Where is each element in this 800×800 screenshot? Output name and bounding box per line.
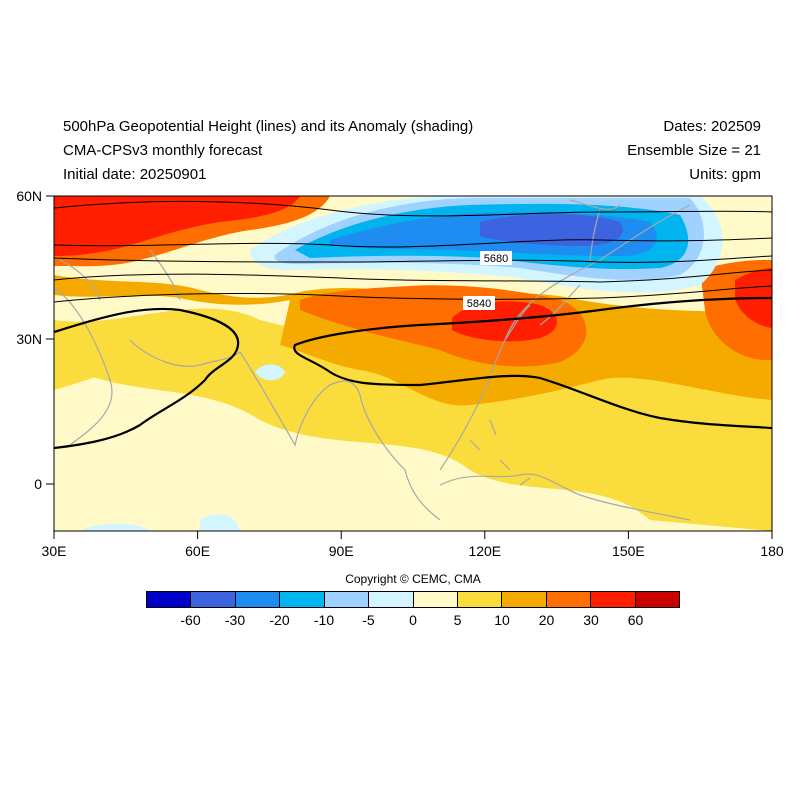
colorbar-label: 30	[583, 612, 599, 628]
map-title: 500hPa Geopotential Height (lines) and i…	[63, 118, 474, 135]
y-tick-30n: 30N	[16, 331, 42, 347]
x-tick-120e: 120E	[468, 543, 501, 559]
y-tick-60n: 60N	[16, 188, 42, 204]
x-tick-90e: 90E	[329, 543, 354, 559]
colorbar-label: 0	[409, 612, 417, 628]
colorbar-label: -30	[224, 612, 246, 628]
colorbar-label: -60	[180, 612, 201, 628]
coastline-arabia	[54, 287, 241, 446]
colorbar-swatch	[591, 592, 636, 607]
colorbar-swatch	[546, 592, 592, 607]
colorbar-label: 5	[453, 612, 462, 628]
copyright-notice: Copyright © CEMC, CMA	[345, 572, 481, 586]
anomaly-5-10-west	[54, 322, 218, 390]
coastline-india	[239, 351, 361, 447]
coastline-east-asia	[504, 204, 691, 341]
anomaly-shading	[54, 196, 772, 531]
coastline-indonesia	[439, 473, 691, 521]
units-label: Units: gpm	[689, 166, 761, 183]
height-contour-mid-1	[54, 269, 772, 283]
forecast-dates: Dates: 202509	[663, 118, 761, 135]
contour-label-5840: 5840	[467, 298, 491, 310]
coastline-inland-seas	[59, 199, 621, 301]
height-contour-5880-west	[54, 307, 240, 450]
colorbar-label: -5	[362, 612, 375, 628]
axis-labels: 60N 30N 0 30E 60E 90E 120E 150E 180	[16, 188, 784, 559]
colorbar-swatch	[502, 592, 547, 607]
colorbar-label: -20	[269, 612, 290, 628]
colorbar-label: 60	[627, 612, 644, 628]
x-tick-150e: 150E	[612, 543, 645, 559]
coastline-southeast-asia	[359, 304, 531, 521]
colorbar-swatch	[635, 592, 680, 607]
coastline-philippines	[469, 419, 531, 486]
colorbar-label: 20	[538, 612, 555, 628]
colorbar-label: -10	[313, 612, 335, 628]
colorbar-swatch	[280, 592, 325, 607]
anomaly-5-10	[54, 308, 772, 531]
height-contour-north-1	[54, 200, 772, 217]
coastline-japan	[539, 209, 601, 326]
colorbar	[146, 591, 680, 608]
colorbar-swatch	[413, 592, 458, 607]
colorbar-swatch	[235, 592, 281, 607]
contour-label-5680-bg	[480, 251, 512, 265]
ensemble-size: Ensemble Size = 21	[627, 142, 761, 159]
anomaly-neg-patch-southwest	[80, 523, 150, 531]
x-tick-180: 180	[760, 543, 784, 559]
x-tick-30e: 30E	[42, 543, 67, 559]
colorbar-labels: -60 -30 -20 -10 -5 0 5 10 20 30 60	[146, 612, 680, 630]
colorbar-swatch	[191, 592, 236, 607]
axis-ticks	[46, 195, 773, 539]
contour-label-5680: 5680	[484, 253, 508, 265]
colorbar-swatch	[457, 592, 503, 607]
height-contours	[54, 200, 772, 450]
map-subtitle: CMA-CPSv3 monthly forecast	[63, 142, 263, 159]
anomaly-30-60-east-asia	[452, 301, 557, 342]
anomaly-neg-30-60	[480, 213, 624, 246]
height-contour-5880-east	[293, 296, 772, 430]
initial-date: Initial date: 20250901	[63, 166, 207, 183]
x-tick-60e: 60E	[185, 543, 210, 559]
colorbar-swatch	[324, 592, 370, 607]
map-frame	[53, 195, 773, 532]
contour-labels: 5680 5840	[463, 251, 512, 310]
anomaly-neg-patch-india	[255, 364, 285, 381]
height-contour-north-2	[54, 237, 772, 248]
colorbar-label: 10	[494, 612, 510, 628]
colorbar-swatch	[369, 592, 414, 607]
y-tick-0: 0	[34, 476, 42, 492]
contour-label-5840-bg	[463, 296, 495, 310]
anomaly-neg-patch-south	[200, 514, 240, 531]
anomaly-30-60-northwest	[54, 196, 300, 256]
coastlines	[54, 199, 691, 521]
height-contour-mid-2	[54, 285, 772, 303]
height-contour-5680	[54, 255, 772, 263]
colorbar-swatch	[147, 592, 192, 607]
